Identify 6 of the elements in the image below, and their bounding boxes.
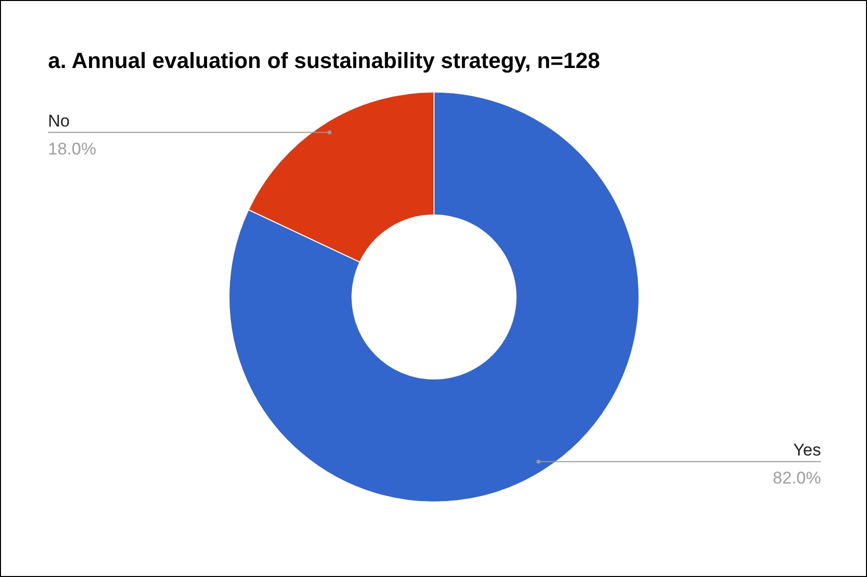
chart-title: a. Annual evaluation of sustainability strategy, n=128 <box>48 48 600 73</box>
data-label: 18.0% <box>48 139 96 158</box>
slice-label: No <box>48 111 70 130</box>
data-label: 82.0% <box>772 468 821 488</box>
slice-label: Yes <box>793 440 821 460</box>
donut-slice <box>228 92 640 502</box>
